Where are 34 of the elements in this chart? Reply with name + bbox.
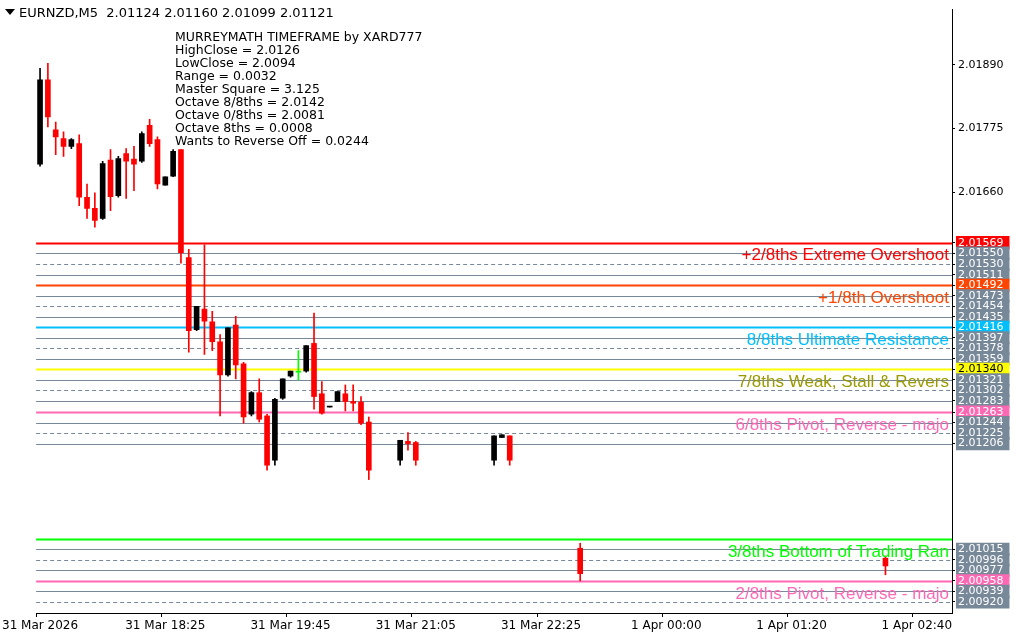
ref-line-label: 3/8ths Bottom of Trading Ran xyxy=(727,541,949,561)
annotation: Octave 0/8ths = 2.0081 xyxy=(175,107,325,123)
annotation: Wants to Reverse Off = 0.0244 xyxy=(175,133,369,149)
candlestick xyxy=(405,432,411,451)
y-tick-label: 2.01550 xyxy=(958,246,1004,260)
x-tick-label: 31 Mar 21:05 xyxy=(375,618,456,633)
annotation: HighClose = 2.0126 xyxy=(175,42,300,58)
annotation: Octave 8/8ths = 2.0142 xyxy=(175,94,325,110)
x-tick-label: 1 Apr 02:40 xyxy=(881,618,953,633)
x-tick-label: 31 Mar 2026 xyxy=(2,618,79,633)
annotation: Range = 0.0032 xyxy=(175,68,277,84)
x-tick-label: 31 Mar 19:45 xyxy=(250,618,331,633)
ref-line-label: +1/8th Overshoot xyxy=(818,287,950,307)
candlestick xyxy=(350,384,356,412)
x-tick-label: 31 Mar 22:25 xyxy=(500,618,582,633)
chart-title: EURNZD,M5 2.01124 2.01160 2.01099 2.01121 xyxy=(19,5,334,21)
ref-line-label: 8/8ths Ultimate Resistance xyxy=(746,330,949,350)
y-tick-label: 2.01569 xyxy=(958,235,1004,249)
candlestick xyxy=(52,121,59,155)
annotation: Octave 8ths = 0.0008 xyxy=(175,120,313,136)
x-tick-label: 1 Apr 01:20 xyxy=(756,618,827,633)
x-tick-label: 1 Apr 00:00 xyxy=(630,618,702,633)
ref-line-label: +2/8ths Extreme Overshoot xyxy=(741,245,950,265)
ref-line-label: 7/8ths Weak, Stall & Revers xyxy=(737,372,949,392)
annotation: MURREYMATH TIMEFRAME by XARD777 xyxy=(175,29,423,45)
y-tick-label: 2.01890 xyxy=(958,57,1004,71)
annotation: LowClose = 2.0094 xyxy=(175,55,296,71)
y-tick-label: 2.01206 xyxy=(958,436,1004,450)
y-tick-label: 2.01775 xyxy=(958,121,1004,135)
x-tick-label: 31 Mar 18:25 xyxy=(125,618,206,633)
y-tick-label: 2.01263 xyxy=(958,404,1004,418)
y-tick-label: 2.01660 xyxy=(958,185,1004,199)
candlestick xyxy=(123,148,129,199)
candlestick xyxy=(131,146,137,191)
